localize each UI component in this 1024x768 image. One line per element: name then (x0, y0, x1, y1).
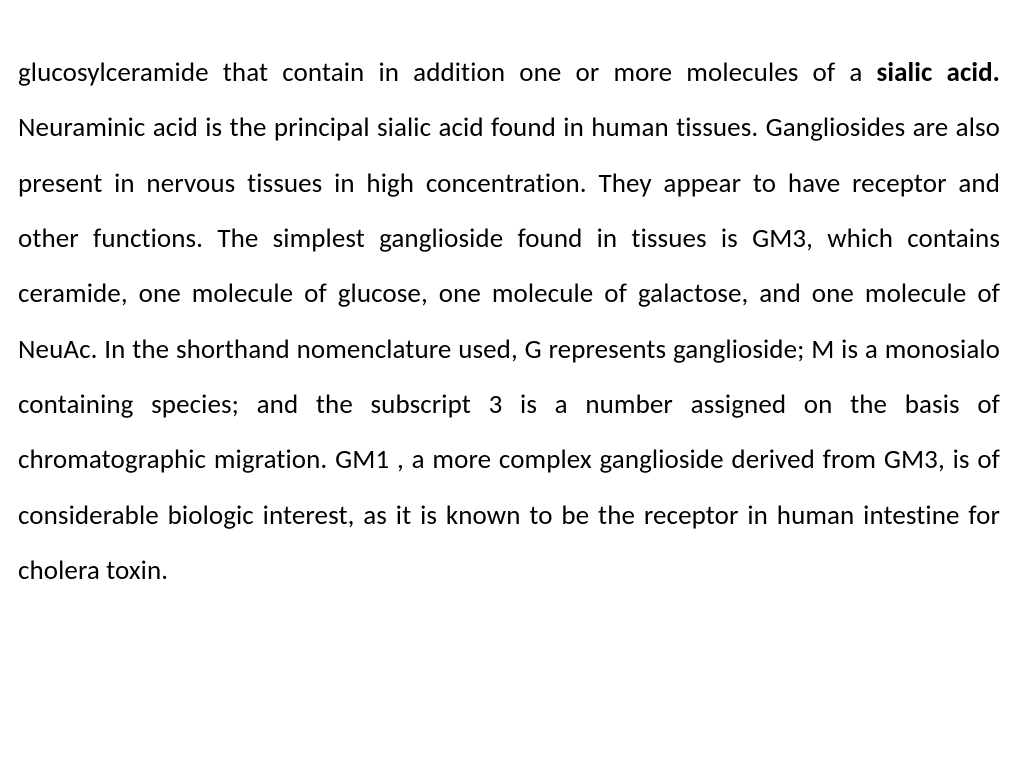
body-paragraph: glucosylceramide that contain in additio… (18, 45, 1000, 598)
text-run-2-bold: sialic acid. (877, 56, 1000, 89)
text-run-1: glucosylceramide that contain in additio… (18, 56, 877, 89)
page: glucosylceramide that contain in additio… (0, 0, 1024, 768)
text-run-3: Neuraminic acid is the principal sialic … (18, 111, 1000, 587)
